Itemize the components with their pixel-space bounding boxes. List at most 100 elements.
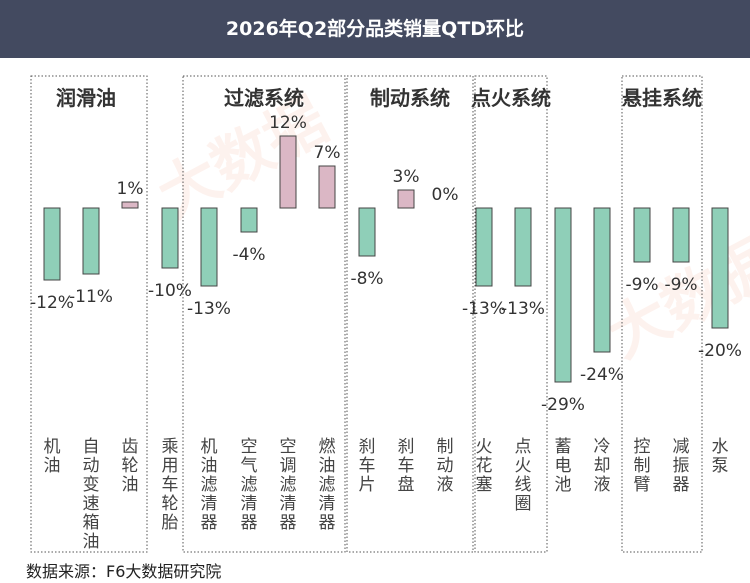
svg-text:泵: 泵 [712, 456, 729, 476]
svg-text:却: 却 [594, 456, 611, 476]
svg-text:空: 空 [280, 437, 297, 457]
group-box [182, 75, 346, 553]
svg-text:滤: 滤 [201, 475, 218, 495]
svg-text:滤: 滤 [241, 475, 258, 495]
svg-text:制: 制 [634, 456, 651, 476]
category-label: 控制臂 [634, 437, 651, 495]
data-label: -24% [580, 365, 624, 385]
svg-text:轮: 轮 [162, 494, 179, 514]
svg-text:器: 器 [673, 475, 690, 495]
svg-text:刹: 刹 [359, 437, 376, 457]
bar [397, 189, 415, 209]
data-label: -20% [698, 341, 742, 361]
group-title: 过滤系统 [224, 86, 304, 110]
group-title: 点火系统 [471, 86, 551, 110]
data-label: -10% [148, 281, 192, 301]
svg-text:速: 速 [83, 494, 100, 514]
svg-text:花: 花 [476, 456, 493, 476]
data-label: 1% [117, 179, 144, 199]
svg-text:燃: 燃 [319, 437, 336, 457]
group-title: 润滑油 [56, 86, 116, 110]
category-label: 齿轮油 [122, 437, 139, 495]
data-label: -11% [69, 287, 113, 307]
svg-text:臂: 臂 [634, 475, 651, 495]
svg-text:油: 油 [201, 456, 218, 476]
svg-text:滤: 滤 [319, 475, 336, 495]
svg-text:空: 空 [241, 437, 258, 457]
svg-text:液: 液 [437, 475, 454, 495]
bar [554, 207, 572, 383]
category-label: 火花塞 [476, 437, 493, 495]
bar-chart: 润滑油 过滤系统 制动系统 点火系统 悬挂系统-12%-11%1%-10%-13%-4%… [30, 75, 742, 553]
bar [43, 207, 61, 281]
bar [279, 135, 297, 209]
data-label: -4% [232, 245, 265, 265]
svg-text:油: 油 [44, 456, 61, 476]
svg-text:振: 振 [673, 456, 690, 476]
data-source: 数据来源：F6大数据研究院 [26, 562, 222, 581]
chart-title: 2026年Q2部分品类销量QTD环比 [225, 18, 525, 40]
svg-text:自: 自 [83, 437, 100, 457]
svg-text:火: 火 [476, 437, 493, 457]
svg-text:滤: 滤 [280, 475, 297, 495]
svg-text:盘: 盘 [398, 475, 415, 495]
svg-text:箱: 箱 [83, 513, 100, 533]
svg-text:器: 器 [201, 513, 218, 533]
svg-text:电: 电 [555, 456, 572, 476]
bar [711, 207, 729, 329]
svg-text:水: 水 [712, 437, 729, 457]
data-label: 12% [269, 113, 307, 133]
svg-text:齿: 齿 [122, 437, 139, 457]
bar [318, 165, 336, 209]
data-label: -9% [664, 275, 697, 295]
group-title: 悬挂系统 [622, 86, 702, 110]
svg-text:车: 车 [359, 456, 376, 476]
svg-text:冷: 冷 [594, 437, 611, 457]
bar [200, 207, 218, 287]
bar [240, 207, 258, 233]
svg-text:器: 器 [319, 513, 336, 533]
svg-text:清: 清 [241, 494, 258, 514]
svg-text:油: 油 [122, 475, 139, 495]
svg-text:制: 制 [437, 437, 454, 457]
svg-text:减: 减 [673, 437, 690, 457]
bar [121, 201, 139, 209]
svg-text:线: 线 [515, 475, 532, 495]
bar [672, 207, 690, 263]
data-label: -13% [187, 299, 231, 319]
svg-text:动: 动 [437, 456, 454, 476]
svg-text:片: 片 [359, 475, 376, 495]
data-label: -13% [462, 299, 506, 319]
data-label: -9% [625, 275, 658, 295]
svg-text:火: 火 [515, 456, 532, 476]
category-label: 蓄电池 [555, 437, 572, 495]
group-title: 制动系统 [370, 86, 450, 110]
svg-text:轮: 轮 [122, 456, 139, 476]
group-box [30, 75, 148, 553]
bar [514, 207, 532, 287]
svg-text:机: 机 [44, 437, 61, 457]
svg-text:车: 车 [162, 475, 179, 495]
svg-text:器: 器 [280, 513, 297, 533]
svg-text:控: 控 [634, 437, 651, 457]
svg-text:点: 点 [515, 437, 532, 457]
svg-text:气: 气 [241, 456, 258, 476]
svg-text:机: 机 [201, 437, 218, 457]
data-label: -13% [501, 299, 545, 319]
svg-text:清: 清 [319, 494, 336, 514]
group-box [474, 75, 548, 553]
svg-text:车: 车 [398, 456, 415, 476]
svg-text:胎: 胎 [162, 513, 179, 533]
category-label: 水泵 [712, 437, 729, 476]
svg-text:蓄: 蓄 [555, 437, 572, 457]
svg-text:清: 清 [280, 494, 297, 514]
svg-text:调: 调 [280, 456, 297, 476]
svg-text:用: 用 [162, 456, 179, 476]
svg-text:油: 油 [319, 456, 336, 476]
svg-text:液: 液 [594, 475, 611, 495]
